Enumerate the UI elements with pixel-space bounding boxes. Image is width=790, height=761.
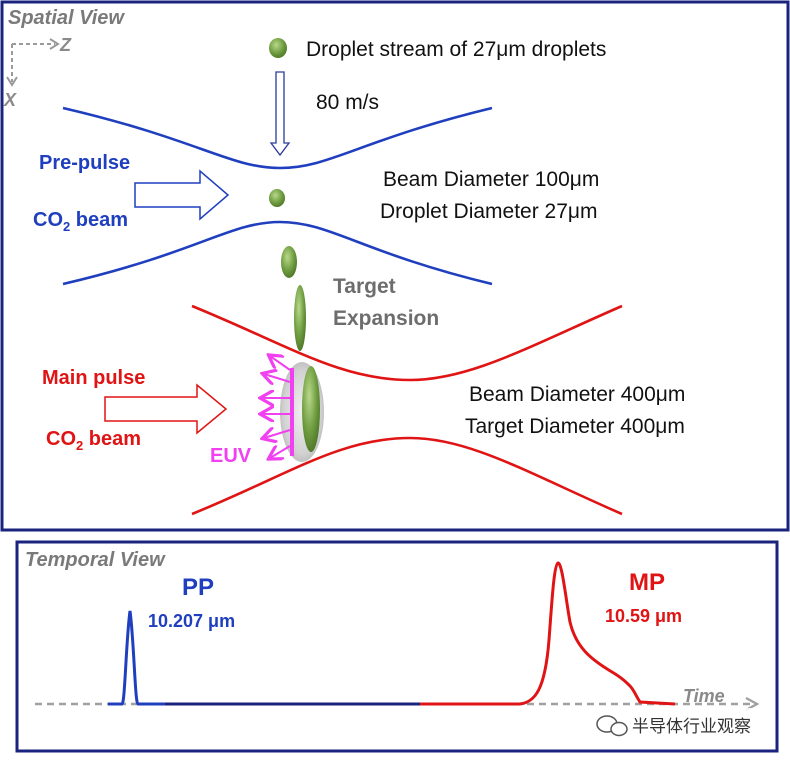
mainpulse-label: Main pulse [42, 367, 145, 389]
target-expansion-label-1: Target [333, 275, 396, 298]
mainpulse-beam-upper [191, 304, 623, 382]
time-axis-label: Time [683, 686, 725, 706]
droplet-focus [269, 189, 285, 207]
droplet-motion-arrow [269, 71, 291, 157]
euv-label: EUV [210, 445, 252, 467]
euv-arrows [262, 356, 291, 458]
beam1-diameter-label: Beam Diameter 100μm [383, 168, 599, 191]
target-expansion-label-2: Expansion [333, 307, 439, 330]
mainpulse-beam-lower [191, 436, 623, 516]
axis-x-label: X [3, 90, 17, 110]
prepulse-arrow [134, 169, 230, 221]
axis-z-label: Z [59, 35, 72, 55]
mp-wavelength: 10.59 μm [605, 606, 682, 626]
droplet-stream-label: Droplet stream of 27μm droplets [306, 38, 606, 61]
beam2-diameter-label: Beam Diameter 400μm [469, 383, 685, 406]
mp-pulse-trace [519, 561, 676, 706]
prepulse-beam-lower [62, 220, 493, 286]
droplet-top [269, 38, 287, 58]
mp-label: MP [629, 569, 665, 596]
pp-pulse-trace [108, 610, 165, 706]
target-expanding-1 [281, 246, 297, 278]
target-expanding-2 [294, 285, 306, 351]
beam2-target-label: Target Diameter 400μm [465, 415, 685, 438]
spatial-view-title: Spatial View [8, 7, 125, 29]
prepulse-beam-upper [62, 106, 493, 170]
speed-label: 80 m/s [316, 91, 379, 114]
chat-bubble-icon [596, 715, 628, 737]
spatial-view-frame [0, 0, 790, 532]
mainpulse-co2-label: CO2 beam [46, 428, 141, 453]
watermark: 半导体行业观察 [592, 708, 770, 740]
prepulse-co2-label: CO2 beam [33, 209, 128, 234]
temporal-view-title: Temporal View [25, 549, 166, 571]
target-disk [302, 366, 320, 452]
prepulse-label: Pre-pulse [39, 152, 130, 174]
beam1-droplet-label: Droplet Diameter 27μm [380, 200, 598, 223]
pp-label: PP [182, 574, 214, 601]
pp-wavelength: 10.207 μm [148, 611, 235, 631]
axis-indicator: Z X [3, 35, 72, 110]
watermark-text: 半导体行业观察 [632, 717, 751, 736]
mainpulse-arrow [104, 383, 228, 435]
